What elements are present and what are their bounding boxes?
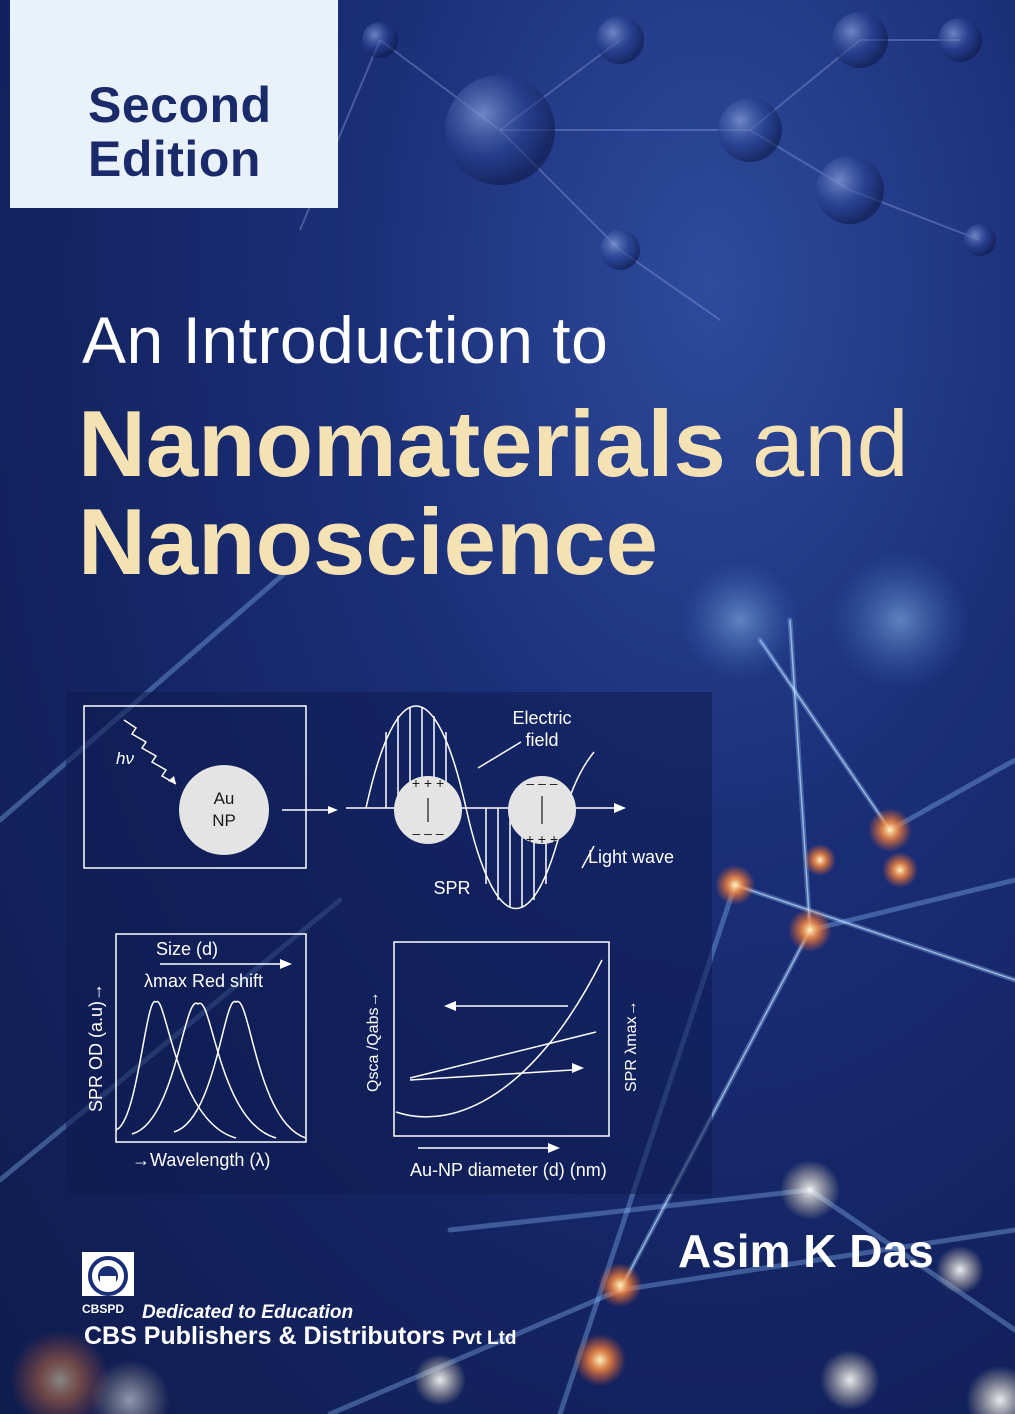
publisher-suffix: Pvt Ltd bbox=[452, 1328, 517, 1349]
title-nanomaterials: Nanomaterials bbox=[78, 391, 726, 496]
author-name: Asim K Das bbox=[678, 1225, 934, 1277]
title-line-2: Nanomaterials and bbox=[78, 390, 909, 498]
spr-figure: hν Au NP + + + – – – – – – + + + El bbox=[66, 692, 712, 1194]
spr-od-chart bbox=[115, 933, 307, 1143]
size-label: Size (d) bbox=[156, 939, 218, 959]
edition-line-1: Second bbox=[88, 77, 272, 133]
edition-box: Second Edition bbox=[10, 0, 338, 208]
electric-field-label-2: field bbox=[525, 730, 558, 750]
au-label: Au bbox=[214, 789, 235, 808]
lambda-max-label: λmax Red shift bbox=[144, 971, 263, 991]
np-label: NP bbox=[212, 811, 236, 830]
qsca-chart bbox=[393, 941, 610, 1149]
logo-text: CBSPD bbox=[82, 1302, 125, 1316]
hv-label: hν bbox=[116, 749, 134, 768]
publisher-name-main: CBS Publishers & Distributors bbox=[84, 1322, 446, 1350]
qsca-axis-label: Qsca /Qabs→ bbox=[365, 992, 382, 1092]
photon-box bbox=[83, 705, 307, 869]
publisher-logo-icon bbox=[82, 1252, 134, 1296]
light-wave-label: Light wave bbox=[588, 847, 674, 867]
peak-3 bbox=[173, 1001, 307, 1139]
title-line-3: Nanoscience bbox=[78, 489, 658, 594]
wavelength-axis-label: →Wavelength (λ) bbox=[132, 1150, 270, 1170]
title-and: and bbox=[725, 391, 909, 496]
photon-arrow bbox=[123, 719, 177, 785]
electric-field-label-1: Electric bbox=[512, 708, 571, 728]
peak-1 bbox=[115, 1001, 237, 1139]
title-line-1: An Introduction to bbox=[82, 303, 609, 377]
publisher-tagline: Dedicated to Education bbox=[142, 1302, 354, 1323]
au-np-sphere bbox=[179, 765, 269, 855]
spr-lambda-axis-label: SPR λmax→ bbox=[623, 1000, 640, 1092]
minus-top: – – – bbox=[526, 775, 557, 791]
plus-top: + + + bbox=[412, 775, 444, 791]
plus-bottom: + + + bbox=[526, 831, 558, 847]
diameter-axis-label: Au-NP diameter (d) (nm) bbox=[410, 1160, 607, 1180]
edition-line-2: Edition bbox=[88, 131, 261, 187]
publisher-name: CBS Publishers & Distributors Pvt Ltd bbox=[84, 1322, 517, 1351]
minus-bottom: – – – bbox=[412, 825, 443, 841]
spr-od-axis-label: SPR OD (a.u)→ bbox=[86, 983, 106, 1112]
spr-label: SPR bbox=[433, 878, 470, 898]
peak-2 bbox=[131, 1002, 277, 1139]
curve-qsca bbox=[395, 959, 603, 1118]
